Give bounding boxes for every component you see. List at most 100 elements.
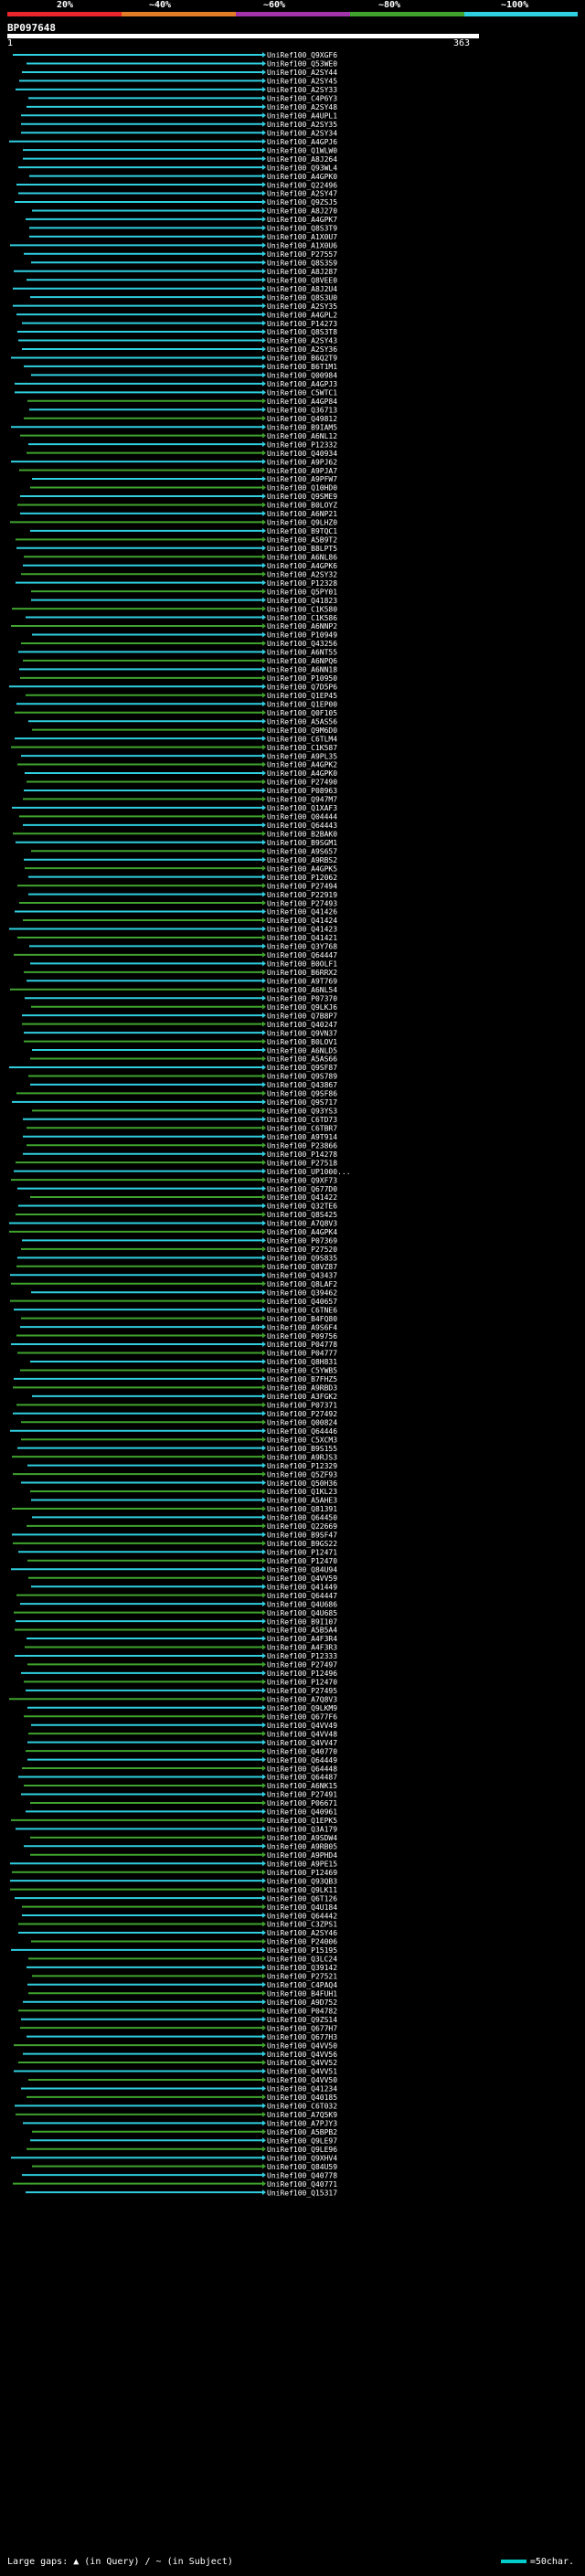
hit-label[interactable]: UniRef100_Q4VV47 [267,1739,337,1747]
hit-row[interactable]: UniRef100_P27491 [21,1791,337,1799]
hit-label[interactable]: UniRef100_A6NN18 [267,666,337,674]
hit-row[interactable]: UniRef100_Q53WE0 [27,60,337,69]
hit-label[interactable]: UniRef100_A7Q8V3 [267,1220,337,1228]
hit-label[interactable]: UniRef100_A8J264 [267,155,337,164]
hit-label[interactable]: UniRef100_A4GPK0 [267,769,337,778]
hit-label[interactable]: UniRef100_P10950 [267,674,337,683]
hit-row[interactable]: UniRef100_B7FHZ5 [14,1375,337,1383]
hit-label[interactable]: UniRef100_C4PAQ4 [267,1981,337,1989]
hit-label[interactable]: UniRef100_Q9S789 [267,1073,337,1081]
hit-label[interactable]: UniRef100_B9SF47 [267,1532,337,1540]
hit-row[interactable]: UniRef100_C6TNE6 [14,1306,337,1314]
hit-row[interactable]: UniRef100_A5B5A4 [15,1627,337,1635]
hit-row[interactable]: UniRef100_Q10HD0 [30,484,337,493]
hit-label[interactable]: UniRef100_B6Q2T9 [267,355,337,363]
hit-label[interactable]: UniRef100_Q43437 [267,1271,337,1279]
hit-row[interactable]: UniRef100_Q9VN37 [24,1029,337,1037]
hit-label[interactable]: UniRef100_Q4VV52 [267,2059,337,2067]
hit-row[interactable]: UniRef100_B4FUH1 [28,1989,337,1998]
hit-label[interactable]: UniRef100_Q36713 [267,406,337,414]
hit-label[interactable]: UniRef100_Q1EPK5 [267,1817,337,1825]
hit-label[interactable]: UniRef100_C4P6Y3 [267,95,337,103]
hit-row[interactable]: UniRef100_Q41426 [15,908,337,917]
hit-label[interactable]: UniRef100_P27497 [267,1661,337,1670]
hit-label[interactable]: UniRef100_P07370 [267,994,337,1002]
hit-row[interactable]: UniRef100_A8J264 [23,155,337,164]
hit-label[interactable]: UniRef100_A9PJA7 [267,467,337,475]
hit-label[interactable]: UniRef100_A2SY35 [267,302,337,311]
hit-row[interactable]: UniRef100_A6NL12 [20,432,337,440]
hit-row[interactable]: UniRef100_A4F3R4 [27,1635,337,1643]
hit-label[interactable]: UniRef100_Q677H3 [267,2033,337,2041]
hit-row[interactable]: UniRef100_Q8S3U0 [30,293,337,302]
hit-label[interactable]: UniRef100_B0LOV1 [267,1038,337,1046]
hit-label[interactable]: UniRef100_Q39142 [267,1964,337,1972]
hit-row[interactable]: UniRef100_P12471 [18,1549,337,1557]
hit-row[interactable]: UniRef100_Q1EP00 [16,700,337,708]
hit-label[interactable]: UniRef100_A2SY44 [267,69,337,77]
hit-row[interactable]: UniRef100_Q8S3T9 [29,225,337,233]
hit-label[interactable]: UniRef100_P27520 [267,1246,337,1254]
hit-label[interactable]: UniRef100_A9RBD3 [267,1384,337,1393]
hit-label[interactable]: UniRef100_B9GS22 [267,1540,337,1548]
hit-row[interactable]: UniRef100_P12496 [21,1670,337,1678]
hit-row[interactable]: UniRef100_B8LPT5 [16,545,337,553]
hit-row[interactable]: UniRef100_P06671 [30,1799,337,1807]
hit-label[interactable]: UniRef100_A1X0U6 [267,242,337,250]
hit-row[interactable]: UniRef100_P04782 [18,2007,337,2015]
hit-row[interactable]: UniRef100_Q7B8P7 [22,1012,337,1020]
hit-label[interactable]: UniRef100_Q8S3S9 [267,259,337,267]
hit-label[interactable]: UniRef100_Q9M6D0 [267,726,337,735]
hit-row[interactable]: UniRef100_Q22496 [16,181,337,189]
hit-label[interactable]: UniRef100_Q3Y768 [267,943,337,951]
hit-row[interactable]: UniRef100_A2SY32 [21,570,337,578]
hit-label[interactable]: UniRef100_C6TNE6 [267,1306,337,1314]
hit-row[interactable]: UniRef100_Q9S789 [28,1073,337,1081]
hit-row[interactable]: UniRef100_A9PL35 [21,752,337,760]
hit-row[interactable]: UniRef100_Q677F6 [24,1712,337,1721]
hit-row[interactable]: UniRef100_A4GPJ3 [15,380,337,388]
hit-label[interactable]: UniRef100_A4GPL2 [267,311,337,319]
hit-label[interactable]: UniRef100_A2SY34 [267,129,337,137]
hit-label[interactable]: UniRef100_P04778 [267,1341,337,1349]
hit-label[interactable]: UniRef100_A2SY35 [267,121,337,129]
hit-row[interactable]: UniRef100_Q64487 [18,1774,337,1782]
hit-row[interactable]: UniRef100_C1K587 [11,744,337,752]
hit-row[interactable]: UniRef100_P27490 [27,779,337,787]
hit-label[interactable]: UniRef100_P23866 [267,1141,337,1150]
hit-row[interactable]: UniRef100_Q32TE6 [18,1203,337,1211]
hit-label[interactable]: UniRef100_Q9SF86 [267,1090,337,1098]
hit-label[interactable]: UniRef100_Q0F105 [267,709,337,717]
hit-label[interactable]: UniRef100_A9T914 [267,1133,337,1141]
hit-label[interactable]: UniRef100_Q9SME9 [267,493,337,501]
hit-row[interactable]: UniRef100_A9PJ62 [11,458,337,466]
hit-label[interactable]: UniRef100_Q41234 [267,2085,337,2094]
hit-label[interactable]: UniRef100_UP1000... [267,1168,351,1176]
hit-row[interactable]: UniRef100_B9SF47 [12,1532,337,1540]
hit-label[interactable]: UniRef100_Q64448 [267,1765,337,1773]
hit-label[interactable]: UniRef100_P07371 [267,1402,337,1410]
hit-label[interactable]: UniRef100_P12496 [267,1670,337,1678]
hit-row[interactable]: UniRef100_Q9XF73 [11,1176,337,1184]
hit-label[interactable]: UniRef100_C1K587 [267,744,337,752]
hit-row[interactable]: UniRef100_Q93QB3 [10,1877,337,1885]
hit-label[interactable]: UniRef100_Q9S717 [267,1098,337,1107]
hit-row[interactable]: UniRef100_P07369 [22,1237,337,1246]
hit-row[interactable]: UniRef100_A6NK15 [24,1782,337,1790]
hit-row[interactable]: UniRef100_B2BAK0 [13,831,337,839]
hit-label[interactable]: UniRef100_Q93WL4 [267,164,337,172]
hit-label[interactable]: UniRef100_Q1KL23 [267,1488,337,1496]
hit-label[interactable]: UniRef100_P27495 [267,1687,337,1695]
hit-row[interactable]: UniRef100_Q41823 [31,597,337,605]
hit-row[interactable]: UniRef100_A2SY46 [18,1929,337,1937]
hit-label[interactable]: UniRef100_Q50H36 [267,1479,337,1488]
hit-label[interactable]: UniRef100_B7FHZ5 [267,1375,337,1383]
hit-label[interactable]: UniRef100_Q4VV50 [267,2076,337,2084]
hit-row[interactable]: UniRef100_P27521 [32,1973,337,1981]
hit-label[interactable]: UniRef100_P27491 [267,1791,337,1799]
hit-row[interactable]: UniRef100_A4GPK7 [26,216,337,224]
hit-label[interactable]: UniRef100_Q9VN37 [267,1029,337,1037]
hit-label[interactable]: UniRef100_Q49812 [267,415,337,423]
hit-label[interactable]: UniRef100_Q6T126 [267,1894,337,1903]
hit-label[interactable]: UniRef100_Q32TE6 [267,1203,337,1211]
